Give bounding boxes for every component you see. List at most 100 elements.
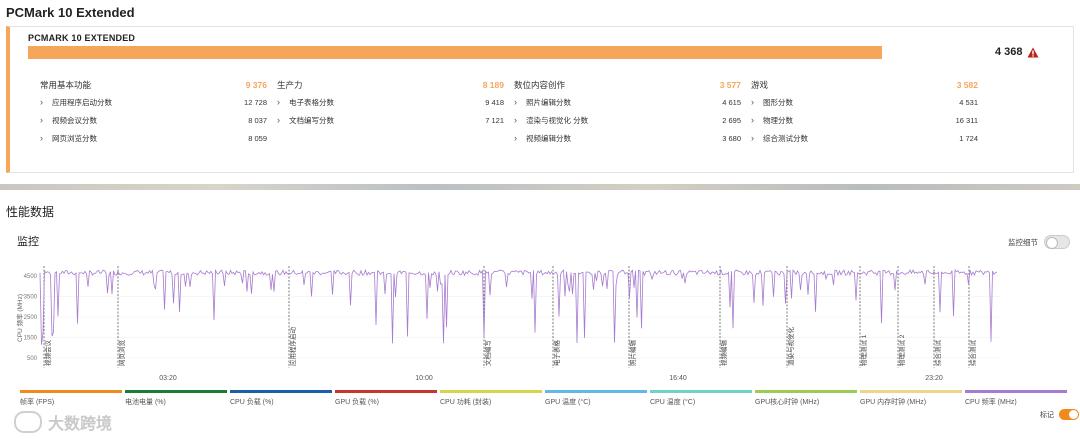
group-header: 生产力 8 189 — [277, 77, 504, 93]
score-item[interactable]: › 渲染与视觉化 分数 2 695 — [514, 111, 741, 129]
score-groups: 常用基本功能 9 376 › 应用程序启动分数 12 728 › 视频会议分数 8 037 › 网… — [40, 77, 990, 147]
score-item[interactable]: › 网页浏览分数 8 059 — [40, 129, 267, 147]
score-item-label-wrap: › 照片编辑分数 — [514, 97, 571, 108]
monitor-details-label: 监控细节 — [1008, 237, 1038, 247]
x-tick-label: 16:40 — [669, 375, 687, 382]
chevron-right-icon[interactable]: › — [514, 97, 517, 107]
legend-item[interactable]: CPU 频率 (MHz) — [965, 390, 1070, 407]
score-item-label-wrap: › 电子表格分数 — [277, 97, 334, 108]
phase-marker-label: 物理测试 1 — [859, 334, 868, 366]
legend-item[interactable]: CPU 温度 (°C) — [650, 390, 755, 407]
monitor-details-toggle[interactable]: 监控细节 — [1008, 235, 1070, 249]
score-bar — [28, 46, 882, 59]
total-score-value: 4 368 — [995, 46, 1023, 58]
phase-marker-label: 照片编辑 — [628, 340, 637, 367]
chevron-right-icon[interactable]: › — [277, 115, 280, 125]
chevron-right-icon[interactable]: › — [514, 115, 517, 125]
chevron-right-icon[interactable]: › — [751, 133, 754, 143]
score-item-label: 文档编写分数 — [289, 115, 334, 125]
chevron-right-icon[interactable]: › — [40, 97, 43, 107]
legend-item[interactable]: GPU 温度 (°C) — [545, 390, 650, 407]
score-item[interactable]: › 视频编辑分数 3 680 — [514, 129, 741, 147]
score-item-label: 应用程序启动分数 — [52, 97, 112, 107]
phase-marker-label: 应用程序启动 — [288, 327, 297, 367]
score-item-label: 视频会议分数 — [52, 115, 97, 125]
legend-item[interactable]: GPU核心时钟 (MHz) — [755, 390, 860, 407]
chevron-right-icon[interactable]: › — [40, 133, 43, 143]
monitor-title: 监控 — [17, 236, 39, 248]
legend-item[interactable]: 电池电量 (%) — [125, 390, 230, 407]
legend-item[interactable]: GPU 内存时钟 (MHz) — [860, 390, 965, 407]
legend-label: CPU 功耗 (封装) — [440, 399, 492, 406]
phase-marker-label: 综合测试 — [933, 340, 942, 367]
score-item-label-wrap: › 图形分数 — [751, 97, 793, 108]
chevron-right-icon[interactable]: › — [514, 133, 517, 143]
legend-label: CPU 负载 (%) — [230, 399, 274, 406]
legend-item[interactable]: GPU 负载 (%) — [335, 390, 440, 407]
group-name: 生产力 — [277, 80, 303, 90]
score-item-label: 综合测试分数 — [763, 133, 808, 143]
warning-triangle-icon[interactable] — [1027, 47, 1039, 58]
group-score: 3 577 — [719, 80, 741, 90]
score-item-value: 2 695 — [722, 115, 741, 125]
legend-label: CPU 频率 (MHz) — [965, 399, 1017, 406]
marker-toggle-label: 标记 — [1040, 411, 1054, 419]
legend-label: CPU 温度 (°C) — [650, 399, 696, 406]
legend-swatch — [965, 390, 1067, 393]
score-item-value: 16 311 — [955, 115, 978, 125]
score-item-value: 1 724 — [959, 133, 978, 143]
legend-item[interactable]: 帧率 (FPS) — [20, 390, 125, 407]
score-item[interactable]: › 照片编辑分数 4 615 — [514, 93, 741, 111]
y-tick-label: 2500 — [24, 315, 38, 321]
score-item[interactable]: › 文档编写分数 7 121 — [277, 111, 504, 129]
marker-toggle[interactable]: 标记 — [1040, 409, 1079, 420]
score-item-label-wrap: › 综合测试分数 — [751, 133, 808, 144]
group-name: 游戏 — [751, 80, 769, 90]
score-item[interactable]: › 电子表格分数 9 418 — [277, 93, 504, 111]
group-header: 数位内容创作 3 577 — [514, 77, 741, 93]
legend-swatch — [230, 390, 332, 393]
score-item-label: 电子表格分数 — [289, 97, 334, 107]
score-item[interactable]: › 视频会议分数 8 037 — [40, 111, 267, 129]
chevron-right-icon[interactable]: › — [277, 97, 280, 107]
page-title: PCMark 10 Extended — [6, 5, 135, 20]
score-item-label-wrap: › 文档编写分数 — [277, 115, 334, 126]
watermark: 大数跨境 — [14, 410, 112, 434]
group-score: 8 189 — [482, 80, 504, 90]
cpu-frequency-chart[interactable]: CPU 频率 (MHz) 500 1500 2500 3500 4500 03:20 10:0… — [0, 258, 1080, 388]
score-item-value: 9 418 — [485, 97, 504, 107]
group-score: 3 582 — [956, 80, 978, 90]
phase-marker-label: 电子表格 — [552, 340, 561, 367]
score-item[interactable]: › 图形分数 4 531 — [751, 93, 978, 111]
x-tick-label: 10:00 — [415, 375, 433, 382]
y-axis-label: CPU 频率 (MHz) — [15, 294, 24, 342]
phase-marker-label: 视频编辑 — [719, 340, 728, 367]
chevron-right-icon[interactable]: › — [751, 97, 754, 107]
legend-label: GPU 温度 (°C) — [545, 399, 591, 406]
score-item[interactable]: › 物理分数 16 311 — [751, 111, 978, 129]
legend-item[interactable]: CPU 功耗 (封装) — [440, 390, 545, 407]
chevron-right-icon[interactable]: › — [40, 115, 43, 125]
monitor-details-switch[interactable] — [1044, 235, 1070, 249]
legend-label: GPU核心时钟 (MHz) — [755, 399, 820, 406]
score-item-label: 网页浏览分数 — [52, 133, 97, 143]
legend-item[interactable]: CPU 负载 (%) — [230, 390, 335, 407]
score-item-value: 8 059 — [248, 133, 267, 143]
score-item[interactable]: › 应用程序启动分数 12 728 — [40, 93, 267, 111]
phase-marker-label: 文档编写 — [483, 340, 492, 366]
total-score: 4 368 — [995, 46, 1039, 58]
phase-marker-label: 物理测试 2 — [897, 334, 906, 366]
chevron-right-icon[interactable]: › — [751, 115, 754, 125]
group-score: 9 376 — [245, 80, 267, 90]
marker-switch[interactable] — [1059, 409, 1079, 420]
score-item[interactable]: › 综合测试分数 1 724 — [751, 129, 978, 147]
legend-label: GPU 负载 (%) — [335, 399, 379, 406]
legend-swatch — [440, 390, 542, 393]
score-item-label: 渲染与视觉化 分数 — [526, 115, 589, 125]
score-item-label-wrap: › 渲染与视觉化 分数 — [514, 115, 588, 126]
result-card: PCMARK 10 EXTENDED 4 368 常用基本功能 9 376 › 应用程… — [6, 26, 1074, 173]
legend-swatch — [860, 390, 962, 393]
phase-marker-label: 渲染与视觉化 — [786, 327, 795, 367]
phase-marker-label: 综合测试 — [968, 340, 977, 367]
